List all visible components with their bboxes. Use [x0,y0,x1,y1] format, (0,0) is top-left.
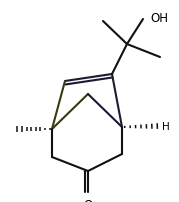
Text: H: H [162,121,170,131]
Text: OH: OH [150,12,168,24]
Text: O: O [83,198,93,202]
